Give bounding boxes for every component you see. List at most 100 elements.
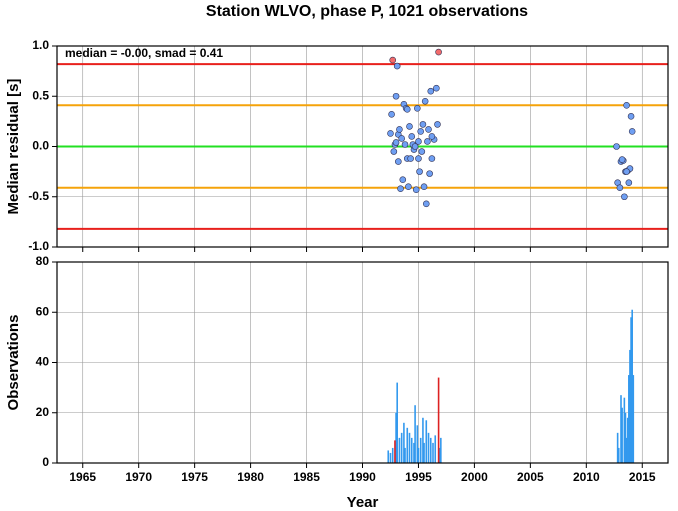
point [412, 186, 420, 194]
bar [414, 405, 416, 463]
point [405, 183, 412, 190]
x-tick-label: 2010 [573, 470, 600, 484]
point [417, 128, 424, 135]
point [416, 168, 423, 175]
point [428, 155, 436, 162]
y-tick-label: 60 [36, 304, 50, 318]
y-tick-label: 1.0 [32, 38, 49, 52]
point [387, 130, 394, 137]
bar [416, 425, 419, 463]
point [419, 121, 427, 128]
point [408, 133, 416, 140]
bar [434, 435, 437, 463]
point [388, 111, 395, 118]
x-tick-label: 2005 [517, 470, 544, 484]
point [618, 156, 626, 163]
point [403, 106, 411, 113]
point [424, 138, 431, 145]
point [414, 105, 421, 112]
bar [440, 437, 442, 463]
bar [629, 349, 631, 463]
bar [621, 407, 623, 463]
x-tick-label: 1985 [293, 470, 320, 484]
point [406, 123, 413, 130]
y-axis-label: Median residual [s] [5, 79, 22, 215]
y-tick-label: 40 [36, 355, 50, 369]
bar [408, 432, 411, 463]
x-axis-label: Year [347, 494, 379, 511]
bar [403, 422, 405, 463]
bar [616, 432, 619, 463]
x-tick-label: 1980 [237, 470, 264, 484]
point [415, 155, 422, 162]
bar [422, 417, 424, 463]
bar [631, 309, 633, 463]
bar [417, 447, 420, 463]
bar [432, 442, 434, 463]
x-tick-label: 1970 [125, 470, 152, 484]
point [396, 126, 403, 133]
point [613, 143, 620, 150]
x-tick-label: 2000 [461, 470, 488, 484]
bar [437, 377, 440, 463]
bar [404, 447, 406, 463]
bar [438, 447, 441, 463]
point [621, 193, 628, 201]
bar [389, 452, 392, 463]
bar [620, 395, 622, 463]
bar [625, 437, 628, 463]
bar [617, 447, 620, 463]
point [422, 200, 430, 208]
bar [429, 437, 432, 463]
y-axis-label: Observations [5, 315, 22, 411]
y-tick-label: 0.0 [32, 139, 49, 153]
point [398, 135, 405, 142]
point [627, 113, 635, 120]
bar [628, 375, 630, 463]
bar [395, 412, 397, 463]
point [425, 126, 432, 133]
bar [427, 432, 430, 463]
point [435, 48, 442, 56]
point [392, 139, 400, 146]
y-tick-label: -0.5 [28, 189, 49, 203]
point [401, 141, 409, 148]
bar [630, 317, 632, 463]
y-tick-label: 0.5 [32, 88, 49, 102]
point [428, 133, 436, 140]
bar [624, 412, 627, 463]
bar [410, 437, 413, 463]
point [389, 56, 397, 64]
y-tick-label: 20 [36, 405, 50, 419]
point [434, 121, 441, 128]
point [420, 183, 428, 190]
bar [394, 440, 396, 463]
x-tick-label: 2015 [629, 470, 656, 484]
point [625, 179, 633, 186]
point [399, 176, 407, 183]
bar [406, 427, 409, 463]
point [415, 138, 422, 145]
y-tick-label: 80 [36, 254, 50, 268]
bar [626, 417, 629, 463]
point [623, 101, 630, 109]
point [407, 155, 414, 162]
bar [419, 437, 422, 463]
point [433, 84, 440, 92]
x-tick-label: 1975 [181, 470, 208, 484]
point [628, 128, 636, 135]
point [623, 168, 630, 175]
point [393, 62, 401, 70]
bar [425, 420, 428, 463]
bar [387, 450, 390, 463]
point [421, 97, 429, 105]
bar [423, 442, 425, 463]
bar [632, 375, 635, 463]
plot-frame [56, 45, 669, 248]
x-tick-label: 1995 [405, 470, 432, 484]
chart-title: Station WLVO, phase P, 1021 observations [206, 3, 528, 20]
annotation: median = -0.00, smad = 0.41 [65, 46, 223, 60]
point [411, 143, 419, 150]
bar [391, 447, 394, 463]
